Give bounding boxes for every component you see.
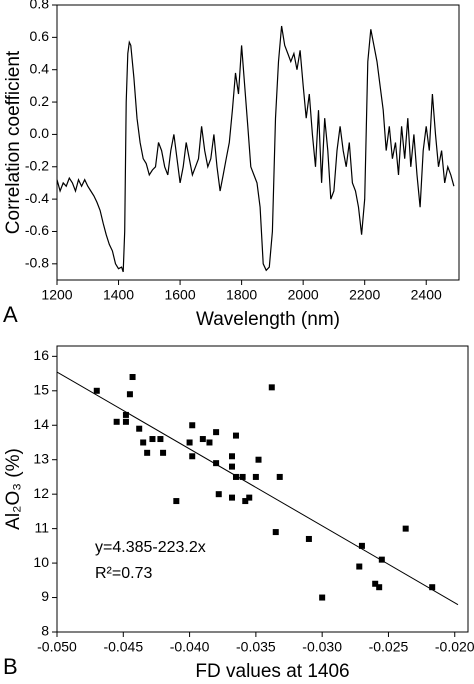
data-point (376, 584, 383, 591)
spectrum-line (56, 25, 455, 273)
data-point (140, 439, 147, 446)
data-point (402, 525, 409, 532)
data-point (144, 449, 151, 456)
data-point (268, 384, 275, 391)
y-tick-label: 12 (33, 485, 49, 501)
y-tick-label: -0.8 (25, 255, 49, 271)
plot-frame (56, 4, 460, 281)
data-point (213, 460, 220, 467)
data-point (255, 456, 262, 463)
plot-frame (56, 345, 469, 633)
x-tick-label: 2000 (288, 287, 319, 303)
x-tick-label: 1200 (41, 287, 72, 303)
y-tick-label: 0.6 (30, 28, 50, 44)
data-point (272, 529, 279, 536)
x-tick-label: 2400 (411, 287, 442, 303)
y-tick-label: 0.2 (30, 93, 50, 109)
data-point (213, 429, 220, 436)
data-point (246, 494, 253, 501)
y-tick-label: 8 (41, 623, 49, 639)
x-tick-label: -0.050 (37, 639, 77, 655)
x-tick-label: -0.045 (103, 639, 143, 655)
data-point (149, 436, 156, 443)
data-point (232, 432, 239, 439)
y-tick-label: -0.6 (25, 222, 49, 238)
y-tick-label: -0.2 (25, 157, 49, 173)
panel-label: A (3, 302, 18, 327)
data-point (206, 439, 213, 446)
data-point (358, 542, 365, 549)
data-point (319, 594, 326, 601)
y-tick-label: 15 (33, 381, 49, 397)
data-point (173, 498, 180, 505)
data-point (122, 418, 129, 425)
data-point (429, 584, 436, 591)
annotation: R²=0.73 (95, 565, 152, 582)
y-tick-label: -0.4 (25, 190, 49, 206)
y-axis-label: Correlation coefficient (3, 50, 24, 234)
panel-label: B (3, 654, 18, 679)
data-point (252, 473, 259, 480)
data-point (378, 556, 385, 563)
data-point (239, 473, 246, 480)
x-axis-label: FD values at 1406 (195, 661, 349, 682)
data-point (372, 580, 379, 587)
data-point (215, 491, 222, 498)
x-tick-label: 1600 (164, 287, 195, 303)
data-point (189, 453, 196, 460)
data-point (229, 453, 236, 460)
y-tick-label: 10 (33, 554, 49, 570)
y-tick-label: 0.0 (30, 125, 50, 141)
data-point (126, 391, 133, 398)
y-tick-label: 11 (34, 519, 49, 535)
data-point (113, 418, 120, 425)
data-point (356, 563, 363, 570)
x-tick-label: 1400 (103, 287, 134, 303)
annotation: y=4.385-223.2x (95, 539, 206, 556)
y-tick-label: 9 (41, 588, 49, 604)
data-point (129, 374, 136, 381)
data-point (229, 494, 236, 501)
data-point (242, 498, 249, 505)
y-axis-label: Al₂O₃ (%) (3, 448, 24, 530)
x-tick-label: -0.025 (369, 639, 409, 655)
data-point (157, 436, 164, 443)
y-tick-label: 0.8 (30, 0, 50, 12)
x-axis-label: Wavelength (nm) (196, 309, 340, 330)
data-point (276, 473, 283, 480)
data-point (229, 463, 236, 470)
trend-line (56, 371, 459, 606)
data-point (199, 436, 206, 443)
data-point (136, 425, 143, 432)
data-point (93, 387, 100, 394)
x-tick-label: -0.040 (170, 639, 210, 655)
data-point (232, 473, 239, 480)
y-tick-label: 14 (33, 416, 49, 432)
data-point (160, 449, 167, 456)
x-tick-label: -0.030 (302, 639, 342, 655)
y-tick-label: 13 (33, 450, 49, 466)
data-point (189, 422, 196, 429)
x-tick-label: -0.020 (435, 639, 474, 655)
y-tick-label: 0.4 (30, 60, 50, 76)
data-point (186, 439, 193, 446)
data-point (305, 535, 312, 542)
x-tick-label: 1800 (226, 287, 257, 303)
y-tick-label: 16 (33, 347, 49, 363)
data-point (122, 411, 129, 418)
x-tick-label: 2200 (349, 287, 380, 303)
x-tick-label: -0.035 (236, 639, 276, 655)
